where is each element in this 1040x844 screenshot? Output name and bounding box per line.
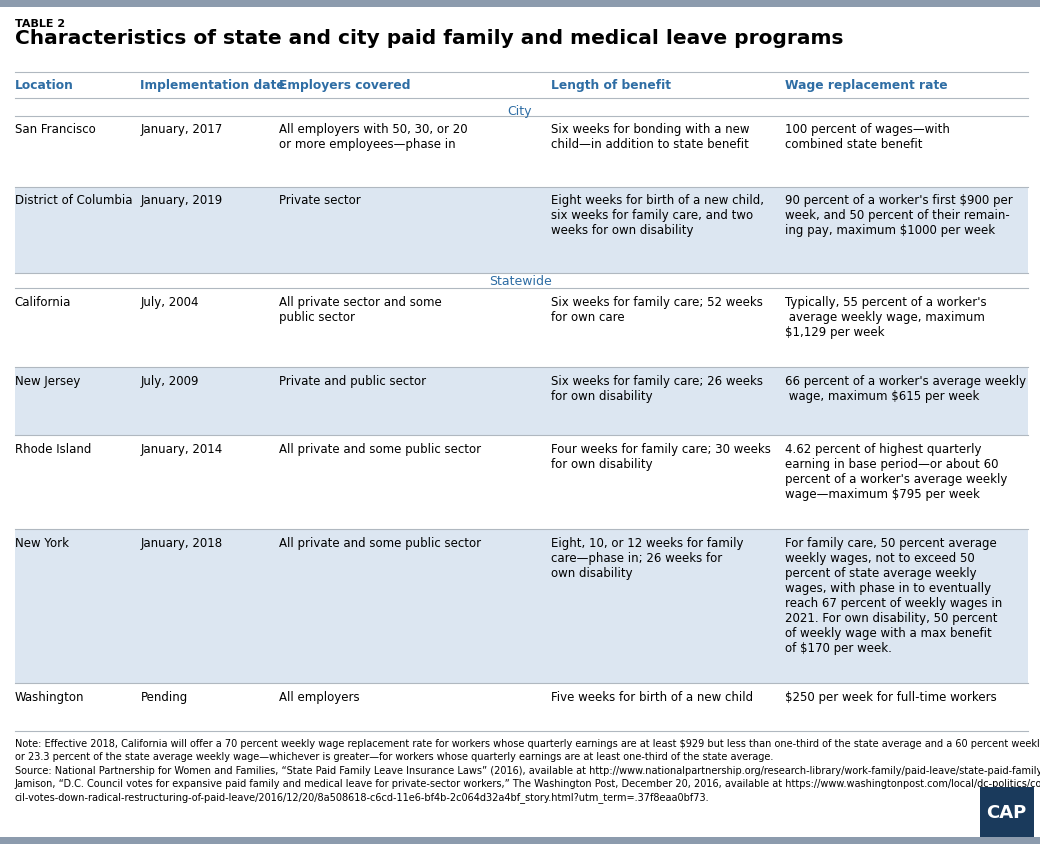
Text: Note: Effective 2018, California will offer a 70 percent weekly wage replacement: Note: Effective 2018, California will of… [15, 738, 1040, 760]
Bar [15, 529, 1028, 684]
Text: Statewide: Statewide [489, 275, 551, 288]
Text: Pending: Pending [140, 690, 187, 703]
Text: All private and some public sector: All private and some public sector [279, 536, 480, 549]
Text: TABLE 2: TABLE 2 [15, 19, 64, 29]
Text: Six weeks for family care; 26 weeks
for own disability: Six weeks for family care; 26 weeks for … [551, 375, 763, 403]
Bar [0, 0, 1040, 8]
Text: Five weeks for birth of a new child: Five weeks for birth of a new child [551, 690, 753, 703]
Text: 66 percent of a worker's average weekly
 wage, maximum $615 per week: 66 percent of a worker's average weekly … [785, 375, 1026, 403]
Text: Private sector: Private sector [279, 194, 361, 207]
Text: All employers: All employers [279, 690, 360, 703]
Text: Employers covered: Employers covered [279, 79, 410, 92]
Bar [15, 368, 1028, 436]
Text: Source: National Partnership for Women and Families, “State Paid Family Leave In: Source: National Partnership for Women a… [15, 765, 1040, 802]
Text: 100 percent of wages—with
combined state benefit: 100 percent of wages—with combined state… [785, 123, 951, 151]
Text: January, 2014: January, 2014 [140, 442, 223, 455]
Text: New Jersey: New Jersey [15, 375, 80, 387]
Text: January, 2019: January, 2019 [140, 194, 223, 207]
Text: New York: New York [15, 536, 69, 549]
Text: All private and some public sector: All private and some public sector [279, 442, 480, 455]
Text: 4.62 percent of highest quarterly
earning in base period—or about 60
percent of : 4.62 percent of highest quarterly earnin… [785, 442, 1008, 500]
Text: Six weeks for bonding with a new
child—in addition to state benefit: Six weeks for bonding with a new child—i… [551, 123, 750, 151]
Text: Rhode Island: Rhode Island [15, 442, 90, 455]
Bar [980, 787, 1034, 837]
Text: Length of benefit: Length of benefit [551, 79, 671, 92]
Text: Four weeks for family care; 30 weeks
for own disability: Four weeks for family care; 30 weeks for… [551, 442, 771, 470]
Text: Eight, 10, or 12 weeks for family
care—phase in; 26 weeks for
own disability: Eight, 10, or 12 weeks for family care—p… [551, 536, 744, 579]
Text: January, 2017: January, 2017 [140, 123, 223, 136]
Text: Six weeks for family care; 52 weeks
for own care: Six weeks for family care; 52 weeks for … [551, 295, 763, 323]
Text: Location: Location [15, 79, 74, 92]
Text: Eight weeks for birth of a new child,
six weeks for family care, and two
weeks f: Eight weeks for birth of a new child, si… [551, 194, 764, 237]
Text: California: California [15, 295, 71, 308]
Text: For family care, 50 percent average
weekly wages, not to exceed 50
percent of st: For family care, 50 percent average week… [785, 536, 1003, 654]
Text: Implementation date: Implementation date [140, 79, 285, 92]
Text: January, 2018: January, 2018 [140, 536, 223, 549]
Text: San Francisco: San Francisco [15, 123, 96, 136]
Text: Private and public sector: Private and public sector [279, 375, 425, 387]
Bar [0, 837, 1040, 844]
Text: All employers with 50, 30, or 20
or more employees—phase in: All employers with 50, 30, or 20 or more… [279, 123, 467, 151]
Text: $250 per week for full-time workers: $250 per week for full-time workers [785, 690, 997, 703]
Bar [15, 187, 1028, 273]
Text: 90 percent of a worker's first $900 per
week, and 50 percent of their remain-
in: 90 percent of a worker's first $900 per … [785, 194, 1013, 237]
Text: July, 2004: July, 2004 [140, 295, 199, 308]
Text: CAP: CAP [987, 803, 1026, 821]
Text: Typically, 55 percent of a worker's
 average weekly wage, maximum
$1,129 per wee: Typically, 55 percent of a worker's aver… [785, 295, 987, 338]
Text: All private sector and some
public sector: All private sector and some public secto… [279, 295, 441, 323]
Text: Wage replacement rate: Wage replacement rate [785, 79, 947, 92]
Text: Characteristics of state and city paid family and medical leave programs: Characteristics of state and city paid f… [15, 29, 843, 47]
Text: District of Columbia: District of Columbia [15, 194, 132, 207]
Text: July, 2009: July, 2009 [140, 375, 199, 387]
Text: Washington: Washington [15, 690, 84, 703]
Text: City: City [508, 105, 532, 117]
